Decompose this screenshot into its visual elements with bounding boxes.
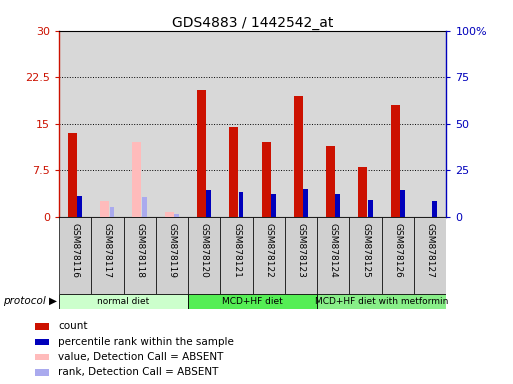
Bar (359, 167, 367, 217)
Text: GSM878124: GSM878124 (329, 223, 338, 278)
Bar (252, 217, 285, 294)
Bar (91, 31, 124, 217)
Bar (124, 217, 156, 294)
Bar (174, 214, 179, 217)
Bar (188, 217, 221, 294)
Bar (368, 200, 372, 217)
Bar (229, 127, 239, 217)
Bar (221, 217, 252, 294)
Bar (326, 146, 335, 217)
Bar (197, 90, 206, 217)
Bar (59, 31, 91, 217)
Bar (77, 197, 82, 217)
Text: GSM878120: GSM878120 (200, 223, 209, 278)
Bar (262, 142, 270, 217)
Bar (382, 31, 414, 217)
Text: GSM878116: GSM878116 (71, 223, 80, 278)
Bar (124, 31, 156, 217)
Title: GDS4883 / 1442542_at: GDS4883 / 1442542_at (172, 16, 333, 30)
Bar (156, 31, 188, 217)
Text: GSM878125: GSM878125 (361, 223, 370, 278)
Text: GSM878126: GSM878126 (393, 223, 402, 278)
Bar (317, 294, 446, 309)
Text: rank, Detection Call = ABSENT: rank, Detection Call = ABSENT (58, 367, 219, 377)
Bar (317, 31, 349, 217)
Bar (294, 96, 303, 217)
Bar (349, 31, 382, 217)
Bar (206, 190, 211, 217)
Bar (59, 217, 91, 294)
Text: value, Detection Call = ABSENT: value, Detection Call = ABSENT (58, 352, 223, 362)
Bar (239, 192, 244, 217)
Bar (414, 31, 446, 217)
Bar (336, 194, 340, 217)
Bar (91, 217, 124, 294)
Bar (109, 207, 114, 217)
Bar (132, 142, 142, 217)
Bar (271, 194, 275, 217)
Text: count: count (58, 321, 88, 331)
Bar (349, 217, 382, 294)
Bar (303, 189, 308, 217)
Bar (252, 31, 285, 217)
Text: normal diet: normal diet (97, 297, 150, 306)
Bar (165, 212, 174, 217)
Text: percentile rank within the sample: percentile rank within the sample (58, 337, 234, 347)
Bar (400, 190, 405, 217)
Text: MCD+HF diet with metformin: MCD+HF diet with metformin (315, 297, 448, 306)
Text: protocol ▶: protocol ▶ (3, 296, 56, 306)
Bar (188, 294, 317, 309)
Bar (142, 197, 147, 217)
Bar (317, 217, 349, 294)
Text: GSM878123: GSM878123 (297, 223, 306, 278)
Bar (432, 201, 437, 217)
Text: GSM878127: GSM878127 (426, 223, 435, 278)
Bar (35, 339, 49, 345)
Bar (285, 31, 317, 217)
Bar (391, 105, 400, 217)
Bar (35, 369, 49, 376)
Bar (382, 217, 414, 294)
Bar (156, 217, 188, 294)
Text: GSM878119: GSM878119 (167, 223, 176, 278)
Bar (188, 31, 221, 217)
Text: GSM878121: GSM878121 (232, 223, 241, 278)
Bar (35, 354, 49, 360)
Bar (221, 31, 252, 217)
Bar (35, 323, 49, 329)
Text: GSM878122: GSM878122 (264, 223, 273, 278)
Bar (285, 217, 317, 294)
Bar (100, 202, 109, 217)
Bar (68, 133, 77, 217)
Bar (59, 294, 188, 309)
Bar (414, 217, 446, 294)
Text: GSM878117: GSM878117 (103, 223, 112, 278)
Text: MCD+HF diet: MCD+HF diet (222, 297, 283, 306)
Text: GSM878118: GSM878118 (135, 223, 144, 278)
